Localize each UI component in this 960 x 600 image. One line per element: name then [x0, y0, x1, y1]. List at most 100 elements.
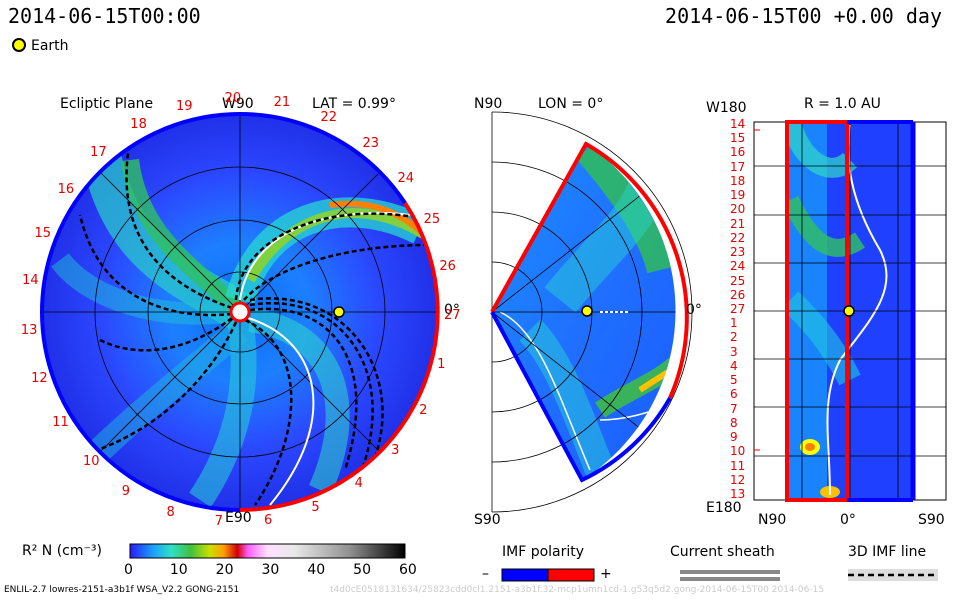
radial-y-tick-label: 10: [730, 444, 746, 459]
radial-y-tick-label: 11: [730, 458, 746, 473]
meridional-right-label: 0°: [686, 302, 702, 318]
carrington-tick-label: 11: [52, 415, 69, 431]
radial-y-tick-label: 12: [730, 472, 746, 487]
colorbar-tick-label: 50: [353, 562, 371, 578]
ecliptic-title: Ecliptic Plane: [60, 96, 154, 112]
radial-panel: [753, 120, 947, 502]
carrington-tick-label: 22: [320, 110, 338, 126]
earth-marker-icon: [12, 38, 26, 52]
radial-y-tick-label: 9: [730, 430, 738, 445]
carrington-tick-label: 21: [273, 95, 291, 111]
carrington-tick-label: 20: [224, 91, 242, 107]
radial-y-tick-label: 15: [730, 131, 746, 146]
carrington-tick-label: 12: [31, 370, 48, 386]
footer-faint-text: t4d0cE0518131634/25823cdd0cl1.2151-a3b1f…: [330, 585, 825, 595]
timestamp-left: 2014-06-15T00:00: [8, 4, 201, 28]
imf-plus-label: +: [600, 566, 612, 582]
meridional-lon-label: LON = 0°: [538, 96, 604, 112]
ecliptic-panel: [40, 112, 440, 512]
radial-y-tick-label: 25: [730, 273, 746, 288]
radial-y-tick-label: 26: [730, 287, 746, 302]
radial-y-tick-label: 13: [730, 487, 746, 501]
carrington-tick-label: 25: [423, 212, 441, 228]
colorbar-tick-label: 20: [215, 562, 234, 578]
ecliptic-lat-label: LAT = 0.99°: [312, 96, 396, 112]
carrington-tick-label: 6: [263, 512, 273, 528]
timestamp-right: 2014-06-15T00 +0.00 day: [665, 4, 942, 28]
radial-y-tick-label: 3: [730, 344, 738, 359]
radial-y-tick-label: 18: [730, 173, 746, 188]
current-sheath-title: Current sheath: [670, 544, 775, 560]
ecliptic-top-label: W90: [222, 96, 254, 112]
radial-left-top-label: W180: [706, 100, 747, 116]
carrington-tick-label: 24: [397, 170, 415, 186]
radial-y-tick-label: 5: [730, 373, 738, 388]
radial-y-tick-label: 14: [730, 117, 746, 131]
radial-r-label: R = 1.0 AU: [804, 96, 881, 112]
carrington-tick-label: 18: [130, 116, 147, 132]
carrington-tick-label: 7: [214, 514, 224, 530]
radial-y-tick-label: 7: [730, 401, 738, 416]
carrington-tick-label: 23: [362, 135, 380, 151]
radial-y-tick-label: 2: [730, 330, 738, 345]
colorbar-tick-label: 30: [261, 562, 280, 578]
carrington-tick-label: 16: [57, 182, 75, 198]
imf3d-title: 3D IMF line: [848, 544, 927, 560]
carrington-tick-label: 14: [22, 273, 39, 289]
colorbar-label: R² N (cm⁻³): [22, 543, 102, 559]
carrington-tick-label: 10: [82, 453, 100, 469]
footer-text: ENLIL-2.7 lowres-2151-a3b1f WSA_V2.2 GON…: [4, 585, 240, 595]
carrington-tick-label: 9: [121, 484, 131, 500]
earth-marker-radial: [843, 305, 855, 317]
earth-marker-ecliptic: [333, 306, 345, 318]
earth-legend-label: Earth: [31, 38, 69, 54]
carrington-tick-label: 13: [20, 322, 38, 338]
radial-y-tick-label: 21: [730, 216, 746, 231]
carrington-tick-label: 17: [90, 145, 107, 161]
meridional-top-label: N90: [474, 96, 503, 112]
colorbar-tick-label: 0: [124, 562, 133, 578]
carrington-tick-label: 4: [354, 475, 363, 491]
radial-y-tick-label: 23: [730, 245, 746, 260]
radial-y-tick-label: 16: [730, 145, 746, 160]
radial-y-tick-label: 8: [730, 415, 738, 430]
radial-y-tick-label: 22: [730, 230, 746, 245]
imf-polarity-legend: [501, 568, 595, 582]
earth-marker-meridional: [581, 305, 593, 317]
radial-bottom-mid-label: 0°: [840, 512, 856, 528]
radial-y-tick-label: 1: [730, 316, 738, 331]
meridional-bottom-label: S90: [474, 512, 501, 528]
radial-y-tick-label: 19: [730, 188, 746, 203]
imf-minus-label: –: [482, 566, 489, 582]
ecliptic-right-label: 0°: [444, 302, 460, 318]
imf3d-legend: [848, 569, 938, 581]
radial-left-bottom-label: E180: [706, 500, 742, 516]
radial-y-tick-label: 27: [730, 302, 746, 316]
carrington-tick-label: 2: [419, 402, 428, 418]
radial-y-tick-label: 17: [730, 159, 746, 174]
colorbar-tick-label: 60: [399, 562, 417, 578]
carrington-tick-label: 26: [439, 258, 456, 274]
current-sheath-legend: [680, 570, 780, 581]
carrington-tick-label: 8: [166, 504, 175, 520]
radial-y-tick-label: 4: [730, 358, 738, 373]
colorbar: [129, 543, 406, 559]
carrington-tick-label: 1: [437, 356, 446, 372]
colorbar-tick-label: 10: [169, 562, 188, 578]
radial-y-tick-label: 20: [730, 202, 746, 217]
radial-y-tick-label: 24: [730, 259, 746, 274]
carrington-tick-label: 27: [443, 307, 461, 323]
radial-y-tick-label: 6: [730, 387, 738, 402]
imf-polarity-title: IMF polarity: [502, 544, 585, 560]
radial-bottom-left-label: N90: [758, 512, 787, 528]
carrington-tick-label: 3: [391, 443, 400, 458]
carrington-tick-label: 19: [175, 98, 193, 114]
carrington-tick-label: 15: [34, 225, 52, 241]
ecliptic-bottom-label: E90: [225, 510, 252, 526]
radial-bottom-right-label: S90: [918, 512, 945, 528]
colorbar-tick-label: 40: [307, 562, 326, 578]
meridional-panel: [490, 111, 693, 513]
carrington-tick-label: 5: [311, 499, 320, 515]
earth-legend: Earth: [12, 38, 69, 54]
